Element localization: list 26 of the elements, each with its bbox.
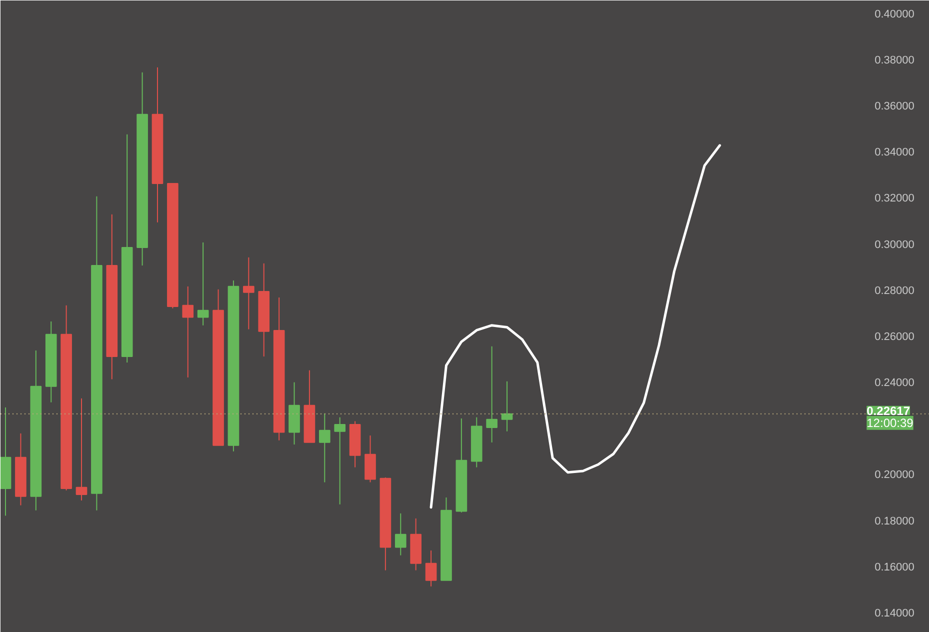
candlestick [182,286,194,378]
candlestick [243,256,254,330]
y-tick-label: 0.24000 [874,377,914,390]
candlestick [318,412,330,483]
y-tick-label: 0.32000 [874,192,914,205]
y-tick-label: 0.34000 [874,146,914,159]
y-tick-label: 0.18000 [874,515,914,528]
y-tick-label: 0.14000 [874,607,914,620]
candlestick [334,416,346,505]
y-tick-label: 0.28000 [874,284,914,297]
candlestick [394,512,406,556]
candlestick [197,242,209,326]
candlestick [425,550,437,587]
candlestick [501,380,513,432]
y-tick-label: 0.38000 [874,54,914,66]
y-tick-label: 0.36000 [874,100,914,113]
y-tick-label: 0.20000 [874,469,914,482]
y-tick-label: 0.40000 [874,8,914,20]
candlestick [76,398,88,501]
y-tick-label: 0.16000 [874,561,914,574]
annotation: 12:00:39 [866,416,914,430]
candlestick [486,346,498,443]
y-tick-label: 0.26000 [874,330,914,343]
y-tick-label: 0.30000 [874,238,914,251]
ref-line-label: 0.22617 [866,404,910,418]
line-series [430,144,722,509]
